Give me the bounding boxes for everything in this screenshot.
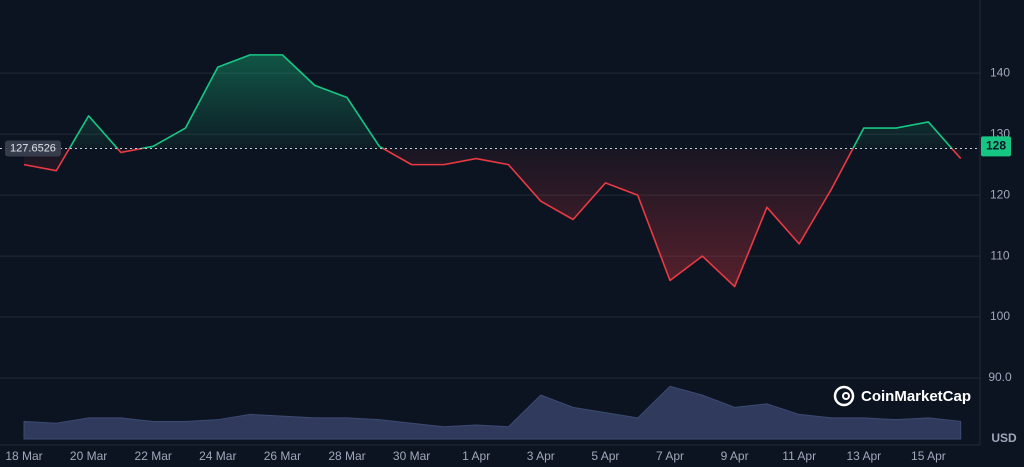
y-tick-label: 120 [990,187,1010,201]
price-area [24,54,961,287]
price-tag-label: 128 [986,139,1006,153]
y-tick-label: 100 [990,309,1010,323]
x-tick-label: 13 Apr [846,449,881,463]
brand-logo [833,385,855,407]
unit-label: USD [991,431,1017,445]
baseline-label: 127.6526 [10,142,56,154]
y-tick-label: 140 [990,65,1010,79]
x-tick-label: 9 Apr [721,449,749,463]
x-tick-label: 18 Mar [5,449,42,463]
y-tick-label: 110 [990,248,1009,262]
x-tick-label: 28 Mar [328,449,365,463]
x-tick-label: 15 Apr [911,449,946,463]
x-tick-label: 22 Mar [135,449,172,463]
x-tick-label: 26 Mar [264,449,301,463]
y-tick-label: 90.0 [988,370,1012,384]
x-tick-label: 11 Apr [782,449,816,463]
volume-area [23,385,962,440]
baseline-tag [5,140,61,157]
x-tick-label: 7 Apr [656,449,684,463]
price-tag [981,136,1011,157]
x-tick-label: 30 Mar [393,449,430,463]
x-tick-label: 1 Apr [462,449,490,463]
x-tick-label: 3 Apr [527,449,555,463]
price-line [23,54,962,288]
x-tick-label: 24 Mar [199,449,236,463]
x-tick-label: 20 Mar [70,449,107,463]
brand-name: CoinMarketCap [861,388,971,405]
x-tick-label: 5 Apr [591,449,619,463]
